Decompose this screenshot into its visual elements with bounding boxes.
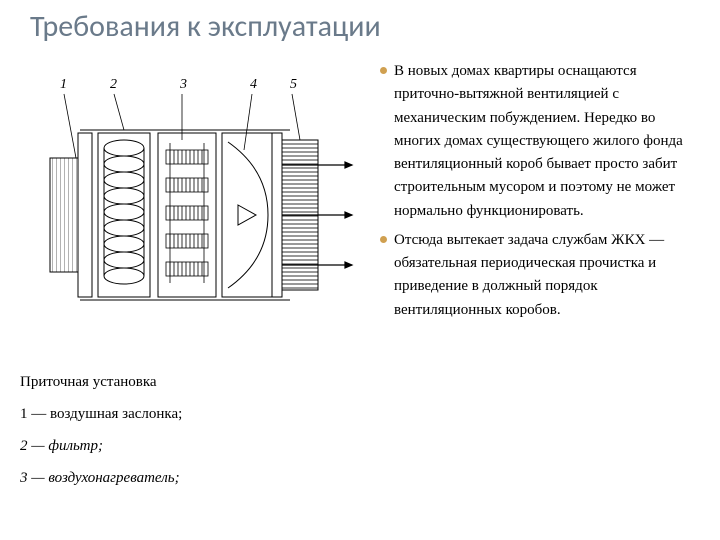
- bullet-list: В новых домах квартиры оснащаются приточ…: [380, 60, 700, 328]
- diagram-label: 5: [290, 77, 297, 92]
- bullet-text: В новых домах квартиры оснащаются приточ…: [394, 63, 683, 219]
- bullet-item: В новых домах квартиры оснащаются приточ…: [380, 60, 700, 223]
- diagram-label: 1: [60, 77, 67, 92]
- diagram-svg: 1 2 3 4 5: [20, 70, 360, 330]
- diagram-caption: Приточная установка 1 — воздушная заслон…: [20, 370, 360, 498]
- caption-heading: Приточная установка: [20, 370, 360, 394]
- caption-item-1: 1 — воздушная заслонка;: [20, 402, 360, 426]
- caption-item-2: 2 — фильтр;: [20, 434, 360, 458]
- diagram-label: 2: [110, 77, 117, 92]
- leader-line: [114, 94, 124, 130]
- bullet-item: Отсюда вытекает задача службам ЖКХ — обя…: [380, 229, 700, 322]
- caption-item-3: 3 — воздухонагреватель;: [20, 466, 360, 490]
- bullet-text: Отсюда вытекает задача службам ЖКХ — обя…: [394, 232, 664, 318]
- equipment-diagram: 1 2 3 4 5: [20, 70, 360, 330]
- page-title: Требования к эксплуатации: [30, 8, 381, 45]
- diagram-label: 4: [250, 77, 257, 92]
- leader-line: [64, 94, 76, 158]
- leader-line: [292, 94, 300, 140]
- diagram-label: 3: [179, 77, 187, 92]
